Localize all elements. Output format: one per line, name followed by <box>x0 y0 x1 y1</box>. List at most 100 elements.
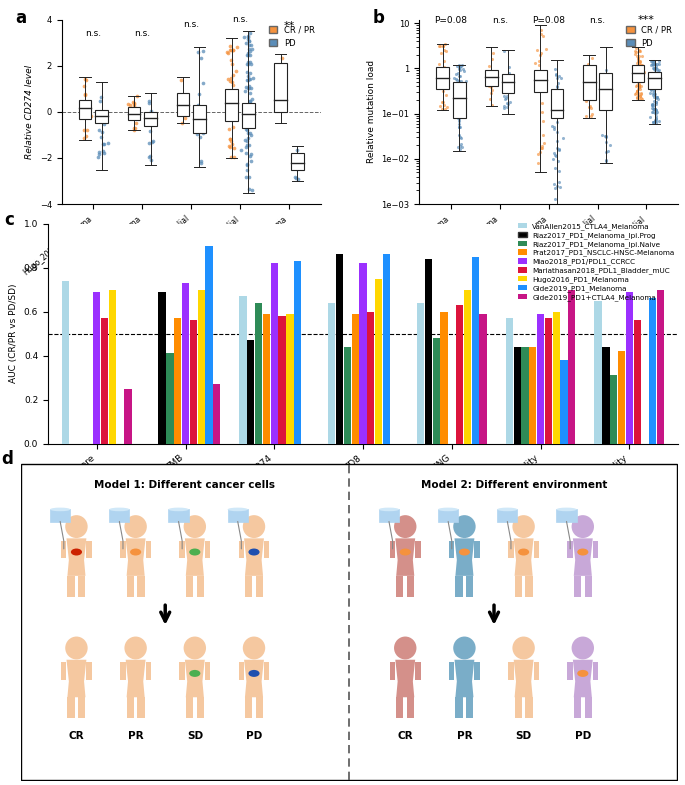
Point <box>633 57 644 69</box>
Bar <box>328 303 336 444</box>
Point <box>635 54 646 67</box>
Point <box>535 49 546 62</box>
Point <box>95 94 105 107</box>
Point <box>551 126 562 138</box>
Point <box>633 62 644 75</box>
Point <box>433 62 444 75</box>
Point <box>649 58 660 71</box>
Point <box>275 86 286 99</box>
Bar <box>174 318 182 444</box>
Ellipse shape <box>512 637 535 659</box>
Point <box>225 133 236 145</box>
Point <box>583 76 594 89</box>
Point <box>635 64 646 76</box>
Point <box>503 97 514 110</box>
Point <box>453 61 464 74</box>
Bar <box>125 389 132 444</box>
Point <box>245 150 256 162</box>
Point <box>247 117 258 130</box>
Point <box>585 82 596 94</box>
Point <box>649 102 660 115</box>
Point <box>551 85 562 97</box>
Point <box>453 111 464 124</box>
Point <box>458 64 469 77</box>
Point <box>634 81 645 93</box>
Bar <box>367 312 375 444</box>
Point <box>439 38 450 50</box>
Polygon shape <box>456 576 462 597</box>
Point <box>553 76 564 89</box>
Polygon shape <box>86 541 92 558</box>
Point <box>534 146 545 159</box>
Text: P=0.08: P=0.08 <box>532 16 565 25</box>
Polygon shape <box>407 576 414 597</box>
Point <box>505 96 516 108</box>
Point <box>222 46 233 58</box>
Point <box>436 103 447 115</box>
Point <box>242 66 253 78</box>
Point <box>460 75 471 87</box>
Point <box>274 71 285 83</box>
Point <box>650 111 661 124</box>
Point <box>633 93 644 105</box>
Point <box>225 141 236 153</box>
Point <box>651 62 662 75</box>
Point <box>600 131 611 144</box>
Point <box>191 127 202 140</box>
Point <box>242 56 253 68</box>
Ellipse shape <box>50 508 71 511</box>
Text: SD: SD <box>516 731 532 740</box>
Point <box>540 42 551 55</box>
Point <box>225 75 236 87</box>
Point <box>291 158 302 170</box>
Point <box>632 55 643 68</box>
Bar <box>336 254 343 444</box>
Point <box>649 115 660 128</box>
Polygon shape <box>390 541 395 558</box>
Point <box>244 80 255 93</box>
Point <box>243 70 254 82</box>
Point <box>630 86 641 99</box>
Polygon shape <box>185 659 205 697</box>
Point <box>175 74 186 86</box>
Bar <box>625 292 633 444</box>
Point <box>440 89 451 101</box>
Bar <box>583 65 595 100</box>
Point <box>453 91 464 104</box>
Point <box>537 97 548 109</box>
Point <box>553 108 564 121</box>
Point <box>631 42 642 54</box>
Bar <box>657 290 664 444</box>
Point <box>604 139 615 152</box>
Polygon shape <box>415 663 421 680</box>
Point <box>634 66 645 78</box>
Point <box>499 89 510 102</box>
Point <box>245 148 256 161</box>
Polygon shape <box>125 539 146 576</box>
Polygon shape <box>127 576 134 597</box>
Point <box>453 92 464 104</box>
Point <box>631 62 642 75</box>
Point <box>236 144 247 156</box>
Point <box>79 89 90 102</box>
Point <box>195 155 206 167</box>
Point <box>434 40 445 53</box>
Bar <box>438 509 458 521</box>
Point <box>648 79 659 92</box>
Point <box>553 69 564 82</box>
Point <box>238 31 249 43</box>
Point <box>631 60 642 73</box>
Bar <box>193 105 206 133</box>
Point <box>436 69 447 82</box>
Bar <box>632 65 645 82</box>
Point <box>653 67 664 79</box>
Point <box>224 122 235 135</box>
Point <box>649 115 660 128</box>
Y-axis label: Relative CD274 level: Relative CD274 level <box>25 65 34 159</box>
Point <box>451 97 462 109</box>
Point <box>647 99 658 111</box>
Point <box>645 86 656 99</box>
Polygon shape <box>415 541 421 558</box>
Bar <box>213 384 221 444</box>
Y-axis label: AUC (CR/PR vs PD/SD): AUC (CR/PR vs PD/SD) <box>10 284 18 383</box>
